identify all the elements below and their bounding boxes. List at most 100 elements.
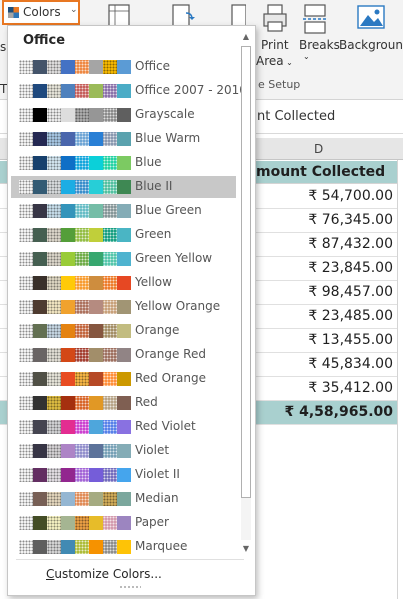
amount-cell: ₹ 45,834.00 (308, 356, 393, 372)
color-swatch (103, 348, 117, 362)
colors-button[interactable]: Colors ⌄ (2, 0, 80, 25)
color-swatch (117, 444, 131, 458)
color-swatch (89, 348, 103, 362)
color-swatch (33, 492, 47, 506)
color-swatch (19, 132, 33, 146)
color-swatch (33, 276, 47, 290)
color-swatch-strip (19, 156, 131, 170)
theme-item-yellow[interactable]: Yellow (11, 272, 236, 294)
theme-name: Median (135, 491, 179, 505)
color-swatch (19, 444, 33, 458)
color-swatch (33, 324, 47, 338)
print-area-label-line1[interactable]: Print (261, 38, 289, 52)
color-swatch (75, 300, 89, 314)
theme-item-paper[interactable]: Paper (11, 512, 236, 534)
background-label[interactable]: Background (339, 38, 403, 52)
theme-item-blue-ii[interactable]: Blue II (11, 176, 236, 198)
breaks-icon[interactable] (302, 3, 328, 35)
color-swatch (89, 468, 103, 482)
color-swatch (117, 420, 131, 434)
amount-cell: ₹ 23,485.00 (308, 308, 393, 324)
color-swatch (47, 420, 61, 434)
theme-item-violet-ii[interactable]: Violet II (11, 464, 236, 486)
theme-item-red-orange[interactable]: Red Orange (11, 368, 236, 390)
color-swatch (61, 204, 75, 218)
color-swatch (103, 132, 117, 146)
color-swatch-strip (19, 204, 131, 218)
color-swatch (61, 276, 75, 290)
theme-item-office-2007-2010[interactable]: Office 2007 - 2010 (11, 80, 247, 102)
formula-bar-text: nt Collected (257, 109, 336, 124)
color-swatch (47, 540, 61, 554)
theme-name: Blue (135, 155, 162, 169)
color-swatch-strip (19, 540, 131, 554)
color-swatch (89, 180, 103, 194)
color-swatch-strip (19, 300, 131, 314)
color-swatch (47, 132, 61, 146)
color-swatch-strip (19, 108, 131, 122)
theme-item-marquee[interactable]: Marquee (11, 536, 236, 558)
print-area-icon[interactable] (262, 3, 288, 35)
theme-item-median[interactable]: Median (11, 488, 236, 510)
theme-item-orange[interactable]: Orange (11, 320, 236, 342)
customize-colors-menu-item[interactable]: Customize Colors... (46, 567, 162, 581)
color-swatch (117, 60, 131, 74)
scrollbar-thumb[interactable] (241, 46, 251, 498)
theme-item-orange-red[interactable]: Orange Red (11, 344, 236, 366)
theme-name: Green Yellow (135, 251, 213, 265)
column-gridline (397, 160, 398, 599)
color-swatch (19, 516, 33, 530)
color-swatch (89, 516, 103, 530)
theme-item-office[interactable]: Office (11, 56, 236, 78)
theme-item-red[interactable]: Red (11, 392, 236, 414)
breaks-label[interactable]: Breaks (299, 38, 340, 52)
color-swatch (33, 132, 47, 146)
theme-name: Red Orange (135, 371, 206, 385)
amount-cell: ₹ 76,345.00 (308, 212, 393, 228)
color-swatch-strip (19, 324, 131, 338)
scrollbar-track[interactable] (241, 46, 251, 540)
color-swatch (75, 204, 89, 218)
print-area-label-line2[interactable]: Area ⌄ (256, 54, 293, 68)
theme-item-grayscale[interactable]: Grayscale (11, 104, 236, 126)
color-swatch-strip (19, 420, 131, 434)
amount-cell: ₹ 54,700.00 (308, 188, 393, 204)
theme-item-green-yellow[interactable]: Green Yellow (11, 248, 236, 270)
color-swatch (103, 492, 117, 506)
dropdown-section-heading: Office (23, 33, 66, 48)
color-swatch (33, 252, 47, 266)
scroll-up-arrow-icon[interactable]: ▲ (242, 32, 250, 41)
color-swatch (103, 372, 117, 386)
color-swatch (19, 228, 33, 242)
color-swatch (89, 492, 103, 506)
color-swatch (117, 372, 131, 386)
color-swatch-strip (19, 228, 131, 242)
theme-name: Orange (135, 323, 180, 337)
color-swatch (103, 468, 117, 482)
theme-item-violet[interactable]: Violet (11, 440, 236, 462)
color-swatch (61, 84, 75, 98)
theme-item-blue-warm[interactable]: Blue Warm (11, 128, 236, 150)
resize-grip-icon[interactable] (119, 585, 141, 589)
color-swatch (75, 252, 89, 266)
background-icon[interactable] (356, 3, 386, 35)
scroll-down-arrow-icon[interactable]: ▼ (242, 544, 250, 553)
dropdown-scrollbar[interactable]: ▲ ▼ (239, 30, 253, 556)
color-swatch (47, 324, 61, 338)
color-swatch (117, 228, 131, 242)
color-swatch (33, 420, 47, 434)
column-header-d[interactable]: D (314, 142, 324, 156)
theme-item-green[interactable]: Green (11, 224, 236, 246)
color-swatch (19, 276, 33, 290)
theme-item-yellow-orange[interactable]: Yellow Orange (11, 296, 236, 318)
theme-item-blue-green[interactable]: Blue Green (11, 200, 236, 222)
theme-item-red-violet[interactable]: Red Violet (11, 416, 236, 438)
color-swatch (61, 516, 75, 530)
orientation-icon[interactable] (170, 3, 196, 35)
theme-item-blue[interactable]: Blue (11, 152, 236, 174)
color-swatch (117, 396, 131, 410)
color-swatch (117, 348, 131, 362)
theme-name: Marquee (135, 539, 188, 553)
color-swatch (103, 420, 117, 434)
total-amount-cell: ₹ 4,58,965.00 (284, 404, 394, 420)
